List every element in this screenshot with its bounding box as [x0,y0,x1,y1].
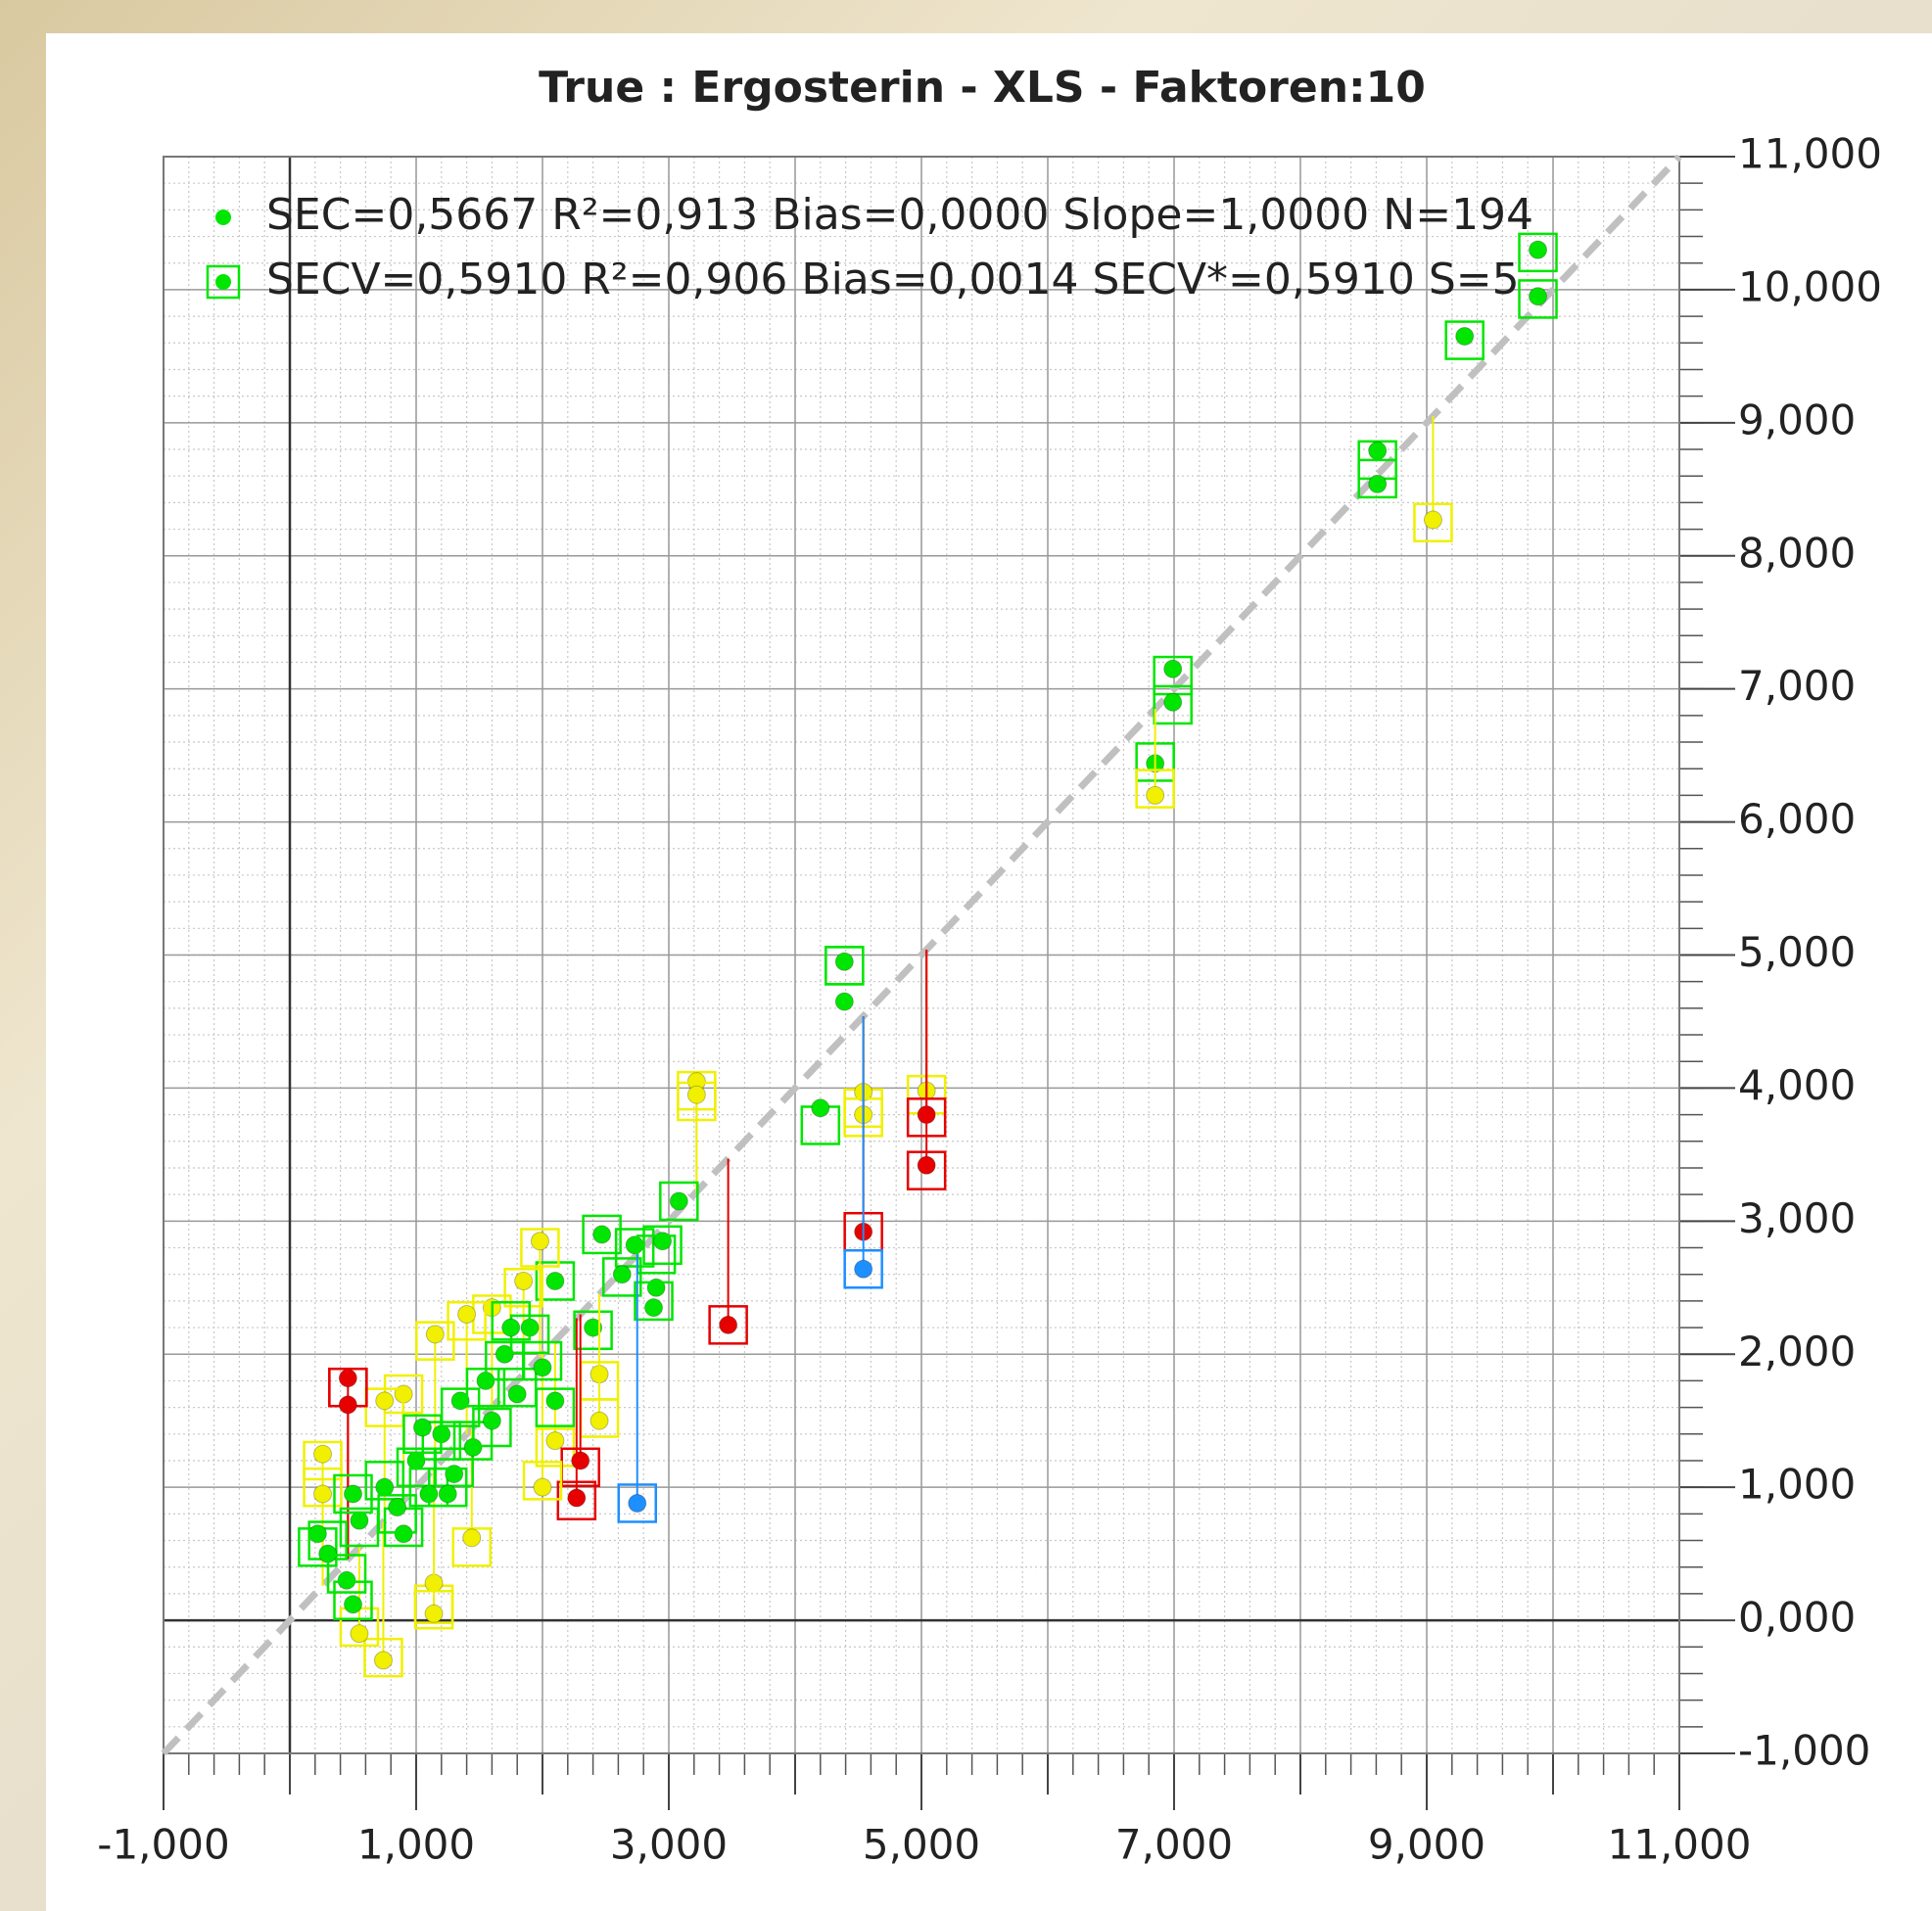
chart: True : Ergosterin - XLS - Faktoren:10 -1… [0,0,1932,1911]
sec-marker [1530,288,1547,305]
legend-label: SECV=0,5910 R²=0,906 Bias=0,0014 SECV*=0… [266,255,1520,304]
sec-marker [670,1192,687,1210]
sec-marker [593,1226,611,1243]
sec-marker [389,1499,406,1516]
y-tick-label: 9,000 [1738,396,1856,443]
legend-marker [215,274,231,290]
sec-marker [395,1525,412,1543]
y-tick-label: 0,000 [1738,1594,1856,1642]
sec-marker [687,1086,705,1103]
sec-marker [572,1452,589,1469]
x-tick-label: 9,000 [1368,1821,1485,1869]
sec-marker [458,1305,476,1323]
legend-label: SEC=0,5667 R²=0,913 Bias=0,0000 Slope=1,… [266,190,1533,240]
sec-marker [645,1299,663,1317]
sec-marker [1147,786,1164,804]
sec-marker [515,1272,533,1289]
sec-marker [1530,241,1547,258]
sec-marker [426,1326,444,1343]
sec-marker [626,1236,643,1254]
x-tick-label: 1,000 [357,1821,475,1869]
sec-marker [855,1260,872,1278]
sec-marker [463,1529,481,1547]
x-tick-label: 11,000 [1608,1821,1752,1869]
sec-marker [1164,660,1182,677]
sec-marker [345,1485,362,1503]
y-tick-label: 7,000 [1738,662,1856,710]
sec-marker [546,1432,564,1450]
sec-marker [308,1525,326,1543]
sec-marker [835,953,853,970]
sec-marker [314,1485,332,1503]
y-tick-label: 5,000 [1738,928,1856,976]
sec-marker [613,1266,631,1283]
sec-marker [1369,475,1387,492]
sec-marker [1369,442,1387,459]
y-tick-label: 8,000 [1738,529,1856,577]
sec-marker [531,1233,548,1250]
legend-marker [215,210,231,225]
y-tick-label: 3,000 [1738,1194,1856,1242]
sec-marker [534,1478,551,1496]
sec-marker [1424,511,1441,529]
y-tick-label: 10,000 [1738,262,1882,310]
x-tick-label: 7,000 [1115,1821,1233,1869]
sec-marker [1164,693,1182,711]
sec-marker [339,1396,356,1414]
y-tick-label: 1,000 [1738,1461,1856,1509]
sec-marker [338,1571,355,1589]
sec-marker [590,1412,608,1429]
x-tick-label: 3,000 [610,1821,728,1869]
sec-marker [351,1512,368,1529]
sec-marker [508,1385,526,1403]
y-tick-label: -1,000 [1738,1727,1870,1775]
x-tick-label: 5,000 [863,1821,980,1869]
y-tick-label: 6,000 [1738,795,1856,843]
x-tick-label: -1,000 [97,1821,229,1869]
chart-title: True : Ergosterin - XLS - Faktoren:10 [539,63,1426,113]
sec-marker [376,1478,394,1496]
sec-marker [1456,327,1474,345]
y-tick-label: 4,000 [1738,1061,1856,1109]
sec-marker [345,1596,362,1613]
sec-marker [629,1494,646,1512]
sec-marker [568,1489,586,1507]
sec-marker [413,1419,431,1436]
sec-marker [339,1370,356,1387]
y-tick-label: 11,000 [1738,130,1882,178]
sec-marker [546,1392,564,1410]
sec-marker [483,1412,500,1429]
sec-marker [835,993,853,1010]
y-tick-label: 2,000 [1738,1328,1856,1375]
sec-marker [534,1359,551,1376]
sec-marker [374,1652,392,1669]
sec-marker [376,1392,394,1410]
sec-marker [314,1445,332,1463]
sec-marker [918,1156,935,1174]
sec-marker [502,1319,520,1336]
sec-marker [439,1485,456,1503]
sec-marker [546,1272,564,1289]
sec-marker [720,1316,737,1333]
sec-marker [812,1099,829,1117]
sec-marker [425,1605,443,1622]
sec-marker [351,1625,368,1643]
page: True : Ergosterin - XLS - Faktoren:10 -1… [0,0,1932,1911]
